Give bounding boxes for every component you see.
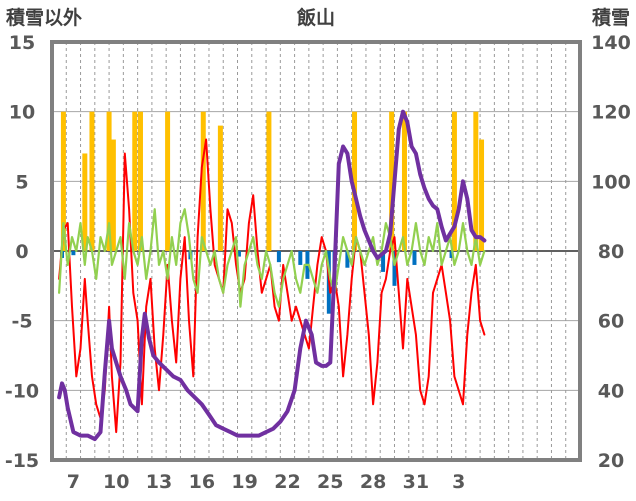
y-tick-left: 15 [9, 32, 35, 54]
precip-bars-bar [451, 111, 457, 252]
y-tick-right: 120 [591, 102, 631, 124]
x-tick: 22 [274, 471, 300, 493]
x-tick: 25 [317, 471, 343, 493]
x-tick: 31 [403, 471, 429, 493]
y-tick-right: 80 [598, 241, 624, 263]
y-tick-left: 5 [15, 171, 28, 193]
blue-bars-bar [392, 251, 397, 286]
blue-bars-bar [298, 251, 303, 265]
precip-bars-bar [106, 111, 112, 252]
x-tick: 19 [231, 471, 257, 493]
y-tick-right: 40 [598, 380, 624, 402]
precip-bars-bar [60, 111, 66, 252]
snow-depth-line [57, 109, 487, 442]
precip-bars-bar [389, 111, 395, 252]
y-tick-right: 60 [598, 311, 624, 333]
chart-title: 飯山 [296, 6, 335, 29]
y-tick-right: 140 [591, 32, 631, 54]
precip-bars-bar [479, 139, 485, 251]
y-tick-right: 100 [591, 171, 631, 193]
x-tick: 13 [146, 471, 172, 493]
x-tick: 3 [452, 471, 465, 493]
temperature-line [58, 138, 486, 434]
precip-bars-bar [89, 111, 95, 252]
y-axis-title-left: 積雪以外 [6, 6, 82, 29]
plot-frame [50, 40, 582, 462]
precip-bars-bar [352, 111, 358, 252]
precip-bars-bar [165, 111, 171, 252]
precip-bars-bar [82, 153, 88, 251]
precip-bars-bar [217, 125, 223, 251]
tick-labels: 15 10 5 0 -5 -10 -15 140 120 100 80 60 40 20 7 10 13 16 19… [5, 32, 631, 493]
blue-bars-bar [236, 251, 241, 257]
precip-bars-bar [137, 111, 143, 252]
y-tick-left: 10 [9, 102, 35, 124]
blue-bars-bar [381, 251, 386, 272]
blue-bars-bar [71, 251, 76, 256]
y-tick-left: -10 [5, 380, 39, 402]
blue-bars-bar [276, 251, 281, 263]
precip-bars-bar [200, 111, 206, 252]
series-lines [57, 109, 487, 442]
x-tick: 16 [189, 471, 215, 493]
green-series-line [58, 208, 486, 308]
y-tick-left: -5 [11, 311, 32, 333]
blue-bars-bar [345, 251, 350, 268]
precip-bars-bar [110, 139, 116, 251]
precip-bars-bar [401, 111, 407, 252]
x-tick: 28 [360, 471, 386, 493]
blue-bars-bar [412, 251, 417, 265]
y-tick-left: 0 [15, 241, 28, 263]
blue-bars-bar [449, 251, 454, 258]
y-axis-title-right: 積雪 [592, 6, 630, 29]
precip-bars-bar [473, 111, 479, 252]
y-tick-left: -15 [5, 450, 39, 472]
y-tick-right: 20 [598, 450, 624, 472]
precip-bars-bar [266, 111, 272, 252]
precip-bars-bar [132, 111, 138, 252]
x-tick: 7 [67, 471, 80, 493]
x-tick: 10 [103, 471, 129, 493]
